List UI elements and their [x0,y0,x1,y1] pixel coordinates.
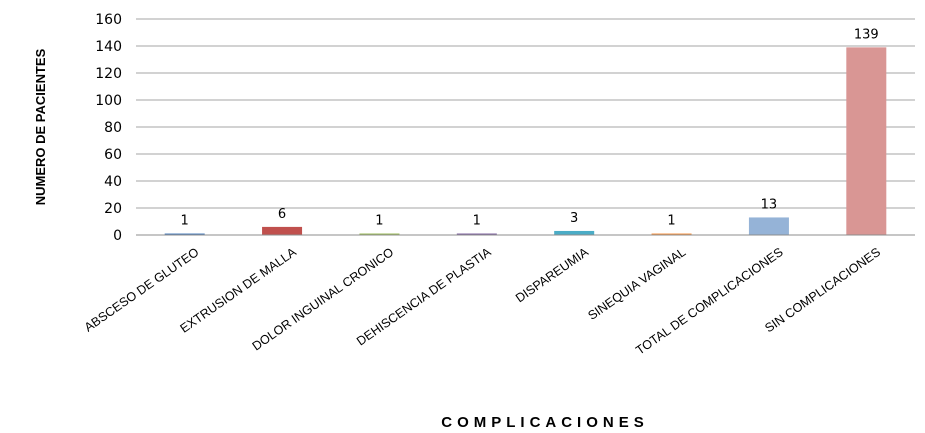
data-label: 139 [854,27,879,42]
data-label: 1 [667,214,675,229]
y-axis-title: NUMERO DE PACIENTES [33,48,48,205]
y-tick-label: 120 [95,66,122,82]
bar [456,233,497,235]
data-label: 3 [570,211,578,226]
x-axis-title: COMPLICACIONES [441,414,649,431]
bars [164,47,887,235]
y-tick-label: 100 [95,93,122,109]
bar [554,230,595,235]
bar [748,217,789,235]
bar [846,47,887,235]
bar [164,233,205,235]
y-tick-label: 160 [95,12,122,28]
category-label: DISPAREUMIA [513,245,591,306]
y-tick-label: 60 [104,147,122,163]
y-tick-labels: 0 20 40 60 80 100 120 140 160 [95,12,122,244]
category-label: SINEQUIA VAGINAL [585,245,688,323]
data-label: 1 [375,214,383,229]
gridlines [136,18,915,209]
y-tick-label: 40 [104,174,122,190]
data-label: 13 [761,197,778,212]
bar [262,226,303,235]
y-tick-label: 140 [95,39,122,55]
data-label: 1 [473,214,481,229]
y-tick-label: 0 [113,228,122,244]
y-tick-label: 20 [104,201,122,217]
y-tick-label: 80 [104,120,122,136]
bar [359,233,400,235]
data-label: 6 [278,207,286,222]
data-label: 1 [181,214,189,229]
bar [651,233,692,235]
